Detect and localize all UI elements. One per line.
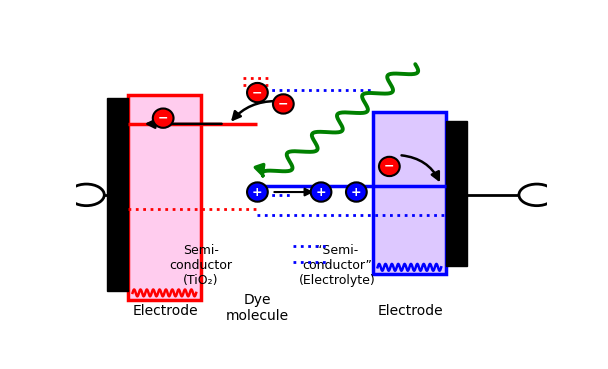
Bar bbox=[446, 121, 467, 266]
Ellipse shape bbox=[153, 108, 173, 128]
Bar bbox=[373, 113, 446, 275]
Circle shape bbox=[69, 184, 105, 206]
Text: −: − bbox=[252, 86, 263, 99]
Ellipse shape bbox=[273, 94, 294, 114]
Text: +: + bbox=[316, 186, 326, 199]
Bar bbox=[106, 98, 128, 292]
Circle shape bbox=[519, 184, 554, 206]
Text: −: − bbox=[158, 112, 168, 125]
Ellipse shape bbox=[379, 157, 399, 176]
Ellipse shape bbox=[247, 182, 268, 202]
Text: +: + bbox=[252, 186, 263, 199]
Text: Electrode: Electrode bbox=[378, 304, 443, 318]
Ellipse shape bbox=[346, 182, 367, 202]
Text: “Semi-
conductor”
(Electrolyte): “Semi- conductor” (Electrolyte) bbox=[299, 244, 376, 287]
Ellipse shape bbox=[311, 182, 331, 202]
Text: Semi-
conductor
(TiO₂): Semi- conductor (TiO₂) bbox=[170, 244, 232, 287]
Text: −: − bbox=[384, 160, 395, 173]
Text: Electrode: Electrode bbox=[133, 304, 198, 318]
Ellipse shape bbox=[247, 83, 268, 102]
Text: Dye
molecule: Dye molecule bbox=[226, 293, 289, 323]
Bar bbox=[128, 96, 201, 300]
Text: −: − bbox=[278, 97, 289, 110]
Text: +: + bbox=[351, 186, 362, 199]
